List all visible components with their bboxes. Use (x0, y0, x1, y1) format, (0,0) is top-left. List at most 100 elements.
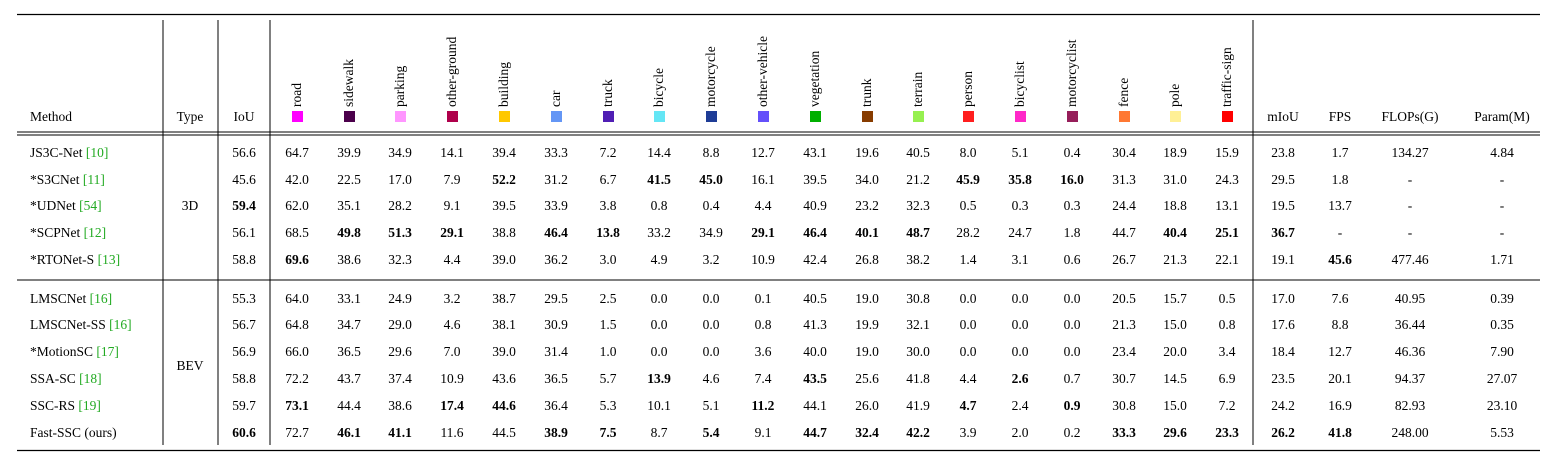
class-value-cell: 0.9 (1063, 398, 1081, 413)
citation-link[interactable]: [18] (79, 371, 102, 386)
citation-link[interactable]: [16] (89, 291, 113, 306)
class-value-cell: 40.4 (1163, 225, 1187, 240)
class-value-cell: 19.0 (855, 291, 879, 306)
class-color-swatch (912, 111, 924, 122)
class-value-cell: 38.1 (492, 317, 516, 332)
class-value-cell: 0.0 (650, 291, 668, 306)
class-color-swatch (861, 111, 873, 122)
class-value-cell: 43.1 (803, 145, 827, 160)
class-value-cell: 64.8 (285, 317, 309, 332)
citation-link[interactable]: [19] (78, 398, 101, 413)
metric-value-cell: - (1499, 198, 1505, 213)
class-value-cell: 43.6 (492, 371, 516, 386)
citation-link[interactable]: [11] (82, 172, 105, 187)
class-value-cell: 32.4 (855, 425, 879, 440)
method-name: *UDNet [54] (30, 198, 102, 213)
class-value-cell: 5.1 (702, 398, 720, 413)
citation-link[interactable]: [10] (85, 145, 109, 160)
class-value-cell: 0.0 (1011, 317, 1029, 332)
class-value-cell: 0.2 (1063, 425, 1081, 440)
class-value-cell: 7.2 (1218, 398, 1236, 413)
class-value-cell: 62.0 (285, 198, 309, 213)
class-value-cell: 10.1 (647, 398, 671, 413)
class-value-cell: 41.5 (647, 172, 671, 187)
class-color-swatch (653, 111, 665, 122)
method-name: SSC-RS [19] (30, 398, 101, 413)
metric-value-cell: 23.5 (1271, 371, 1295, 386)
class-value-cell: 3.8 (599, 198, 617, 213)
metric-value-cell: 17.0 (1271, 291, 1295, 306)
class-value-cell: 33.1 (337, 291, 361, 306)
class-color-swatch (446, 111, 458, 122)
class-value-cell: 43.7 (337, 371, 361, 386)
class-value-cell: 0.0 (959, 291, 977, 306)
class-value-cell: 33.3 (544, 145, 568, 160)
class-value-cell: 25.1 (1215, 225, 1239, 240)
class-value-cell: 29.1 (440, 225, 464, 240)
class-value-cell: 23.4 (1112, 344, 1136, 359)
metric-value-cell: 24.2 (1271, 398, 1295, 413)
class-value-cell: 0.3 (1011, 198, 1029, 213)
header-class-label: vegetation (807, 50, 822, 107)
class-value-cell: 9.1 (443, 198, 461, 213)
class-value-cell: 26.8 (855, 252, 879, 267)
class-value-cell: 72.7 (285, 425, 309, 440)
class-value-cell: 30.0 (906, 344, 930, 359)
citation-link[interactable]: [17] (96, 344, 119, 359)
class-value-cell: 46.4 (803, 225, 827, 240)
class-value-cell: 24.3 (1215, 172, 1239, 187)
header-metric: FLOPs(G) (1381, 109, 1439, 124)
iou-cell: 59.7 (232, 398, 256, 413)
class-value-cell: 24.7 (1008, 225, 1032, 240)
metric-value-cell: 23.10 (1486, 398, 1518, 413)
class-value-cell: 3.4 (1218, 344, 1236, 359)
class-value-cell: 4.9 (650, 252, 668, 267)
class-value-cell: 4.7 (959, 398, 977, 413)
class-value-cell: 19.9 (855, 317, 879, 332)
class-value-cell: 4.6 (702, 371, 720, 386)
class-value-cell: 0.7 (1063, 371, 1081, 386)
class-value-cell: 39.0 (492, 252, 516, 267)
class-value-cell: 8.7 (650, 425, 668, 440)
metric-value-cell: 16.9 (1328, 398, 1352, 413)
class-value-cell: 52.2 (492, 172, 516, 187)
class-value-cell: 32.1 (906, 317, 930, 332)
citation-link[interactable]: [16] (109, 317, 132, 332)
metric-value-cell: 19.1 (1271, 252, 1295, 267)
class-value-cell: 31.2 (544, 172, 568, 187)
metric-value-cell: - (1499, 172, 1505, 187)
class-color-swatch (757, 111, 769, 122)
class-color-swatch (809, 111, 821, 122)
class-value-cell: 15.0 (1163, 317, 1187, 332)
citation-link[interactable]: [54] (79, 198, 102, 213)
iou-cell: 55.3 (232, 291, 256, 306)
class-value-cell: 7.0 (443, 344, 461, 359)
class-value-cell: 3.2 (702, 252, 720, 267)
method-name: *SCPNet [12] (30, 225, 107, 240)
class-value-cell: 17.0 (388, 172, 412, 187)
citation-link[interactable]: [12] (83, 225, 107, 240)
class-value-cell: 34.9 (699, 225, 723, 240)
metric-value-cell: 1.71 (1490, 252, 1514, 267)
class-value-cell: 32.3 (388, 252, 412, 267)
iou-cell: 58.8 (232, 371, 256, 386)
class-color-swatch (1014, 111, 1026, 122)
class-value-cell: 73.1 (285, 398, 309, 413)
class-value-cell: 39.0 (492, 344, 516, 359)
class-value-cell: 39.5 (492, 198, 516, 213)
citation-link[interactable]: [13] (97, 252, 121, 267)
class-value-cell: 29.6 (388, 344, 412, 359)
class-value-cell: 34.0 (855, 172, 879, 187)
class-value-cell: 33.9 (544, 198, 568, 213)
metric-value-cell: 7.6 (1331, 291, 1349, 306)
iou-cell: 56.6 (232, 145, 256, 160)
class-value-cell: 44.7 (803, 425, 827, 440)
class-value-cell: 0.8 (754, 317, 772, 332)
class-value-cell: 34.7 (337, 317, 361, 332)
iou-cell: 56.1 (232, 225, 256, 240)
metric-value-cell: - (1407, 172, 1413, 187)
class-value-cell: 0.8 (650, 198, 668, 213)
class-color-swatch (498, 111, 510, 122)
class-value-cell: 9.1 (754, 425, 772, 440)
